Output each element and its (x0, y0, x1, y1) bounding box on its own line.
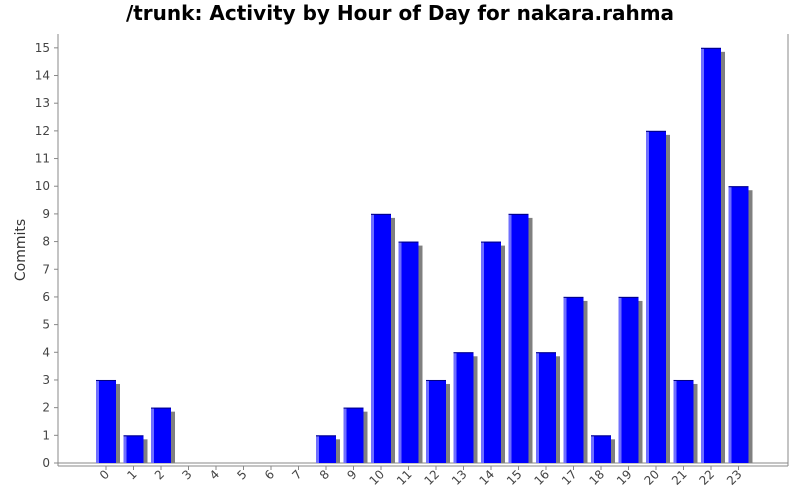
x-tick-label: 21 (669, 467, 690, 488)
x-tick-label: 7 (289, 467, 304, 482)
bar-highlight (316, 435, 319, 463)
bar-highlight (536, 352, 539, 463)
x-tick-label: 18 (586, 467, 607, 488)
x-tick-label: 14 (476, 467, 497, 488)
y-tick-label: 0 (42, 456, 50, 470)
x-tick-label: 4 (207, 467, 222, 482)
y-tick-label: 8 (42, 235, 50, 249)
y-tick-label: 12 (35, 124, 50, 138)
bar-highlight (591, 435, 594, 463)
y-tick-label: 13 (35, 96, 50, 110)
bar-highlight (399, 242, 402, 463)
bar-highlight (564, 297, 567, 463)
x-tick-label: 20 (641, 467, 662, 488)
y-tick-label: 5 (42, 318, 50, 332)
y-tick-label: 2 (42, 401, 50, 415)
bar-highlight (619, 297, 622, 463)
x-tick-label: 19 (614, 467, 635, 488)
x-tick-label: 0 (97, 467, 112, 482)
x-tick-label: 6 (262, 467, 277, 482)
x-tick-label: 11 (394, 467, 415, 488)
x-tick-label: 1 (124, 467, 139, 482)
y-tick-label: 11 (35, 152, 50, 166)
bar-highlight (701, 48, 704, 463)
bar-highlight (481, 242, 484, 463)
x-tick-label: 17 (559, 467, 580, 488)
y-tick-label: 10 (35, 179, 50, 193)
bar-highlight (426, 380, 429, 463)
y-tick-label: 4 (42, 345, 50, 359)
x-tick-label: 16 (531, 467, 552, 488)
bar-highlight (509, 214, 512, 463)
x-tick-label: 15 (504, 467, 525, 488)
y-axis-label: Commits (13, 219, 29, 281)
x-tick-label: 5 (234, 467, 249, 482)
y-tick-label: 1 (42, 428, 50, 442)
y-tick-label: 14 (35, 69, 50, 83)
y-tick-label: 9 (42, 207, 50, 221)
bar-highlight (371, 214, 374, 463)
bar-highlight (674, 380, 677, 463)
x-tick-label: 10 (366, 467, 387, 488)
x-tick-label: 12 (421, 467, 442, 488)
x-tick-label: 8 (317, 467, 332, 482)
x-tick-label: 22 (696, 467, 717, 488)
x-tick-label: 2 (152, 467, 167, 482)
bar-highlight (454, 352, 457, 463)
y-tick-label: 6 (42, 290, 50, 304)
bar-highlight (96, 380, 99, 463)
y-tick-label: 3 (42, 373, 50, 387)
x-tick-label: 9 (344, 467, 359, 482)
bar-highlight (124, 435, 127, 463)
bar-highlight (344, 408, 347, 463)
chart-title: /trunk: Activity by Hour of Day for naka… (126, 1, 674, 25)
x-tick-label: 3 (179, 467, 194, 482)
bar-highlight (729, 186, 732, 463)
x-tick-label: 13 (449, 467, 470, 488)
bar-highlight (646, 131, 649, 463)
x-tick-label: 23 (724, 467, 745, 488)
y-tick-label: 15 (35, 41, 50, 55)
bar-highlight (151, 408, 154, 463)
y-tick-label: 7 (42, 262, 50, 276)
